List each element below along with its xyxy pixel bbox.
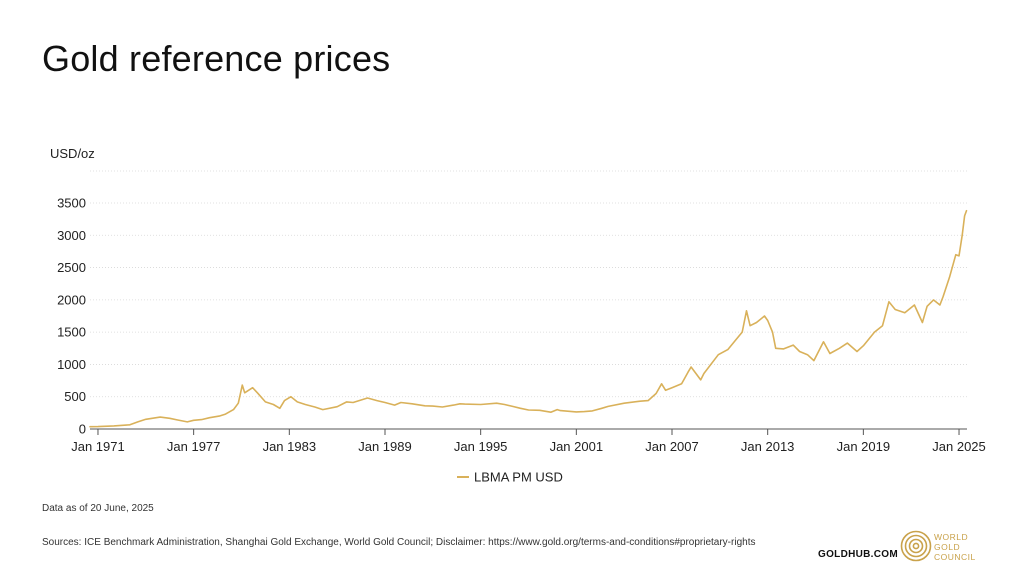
world-gold-council-logo: WORLD GOLD COUNCIL (900, 530, 990, 566)
x-tick-label: Jan 1989 (358, 439, 412, 454)
y-tick-label: 500 (64, 389, 86, 404)
y-tick-label: 3500 (57, 196, 86, 211)
series-layer (89, 209, 968, 428)
x-tick-label: Jan 1983 (263, 439, 317, 454)
data-as-of-note: Data as of 20 June, 2025 (42, 503, 154, 514)
x-tick-label: Jan 2001 (550, 439, 604, 454)
sources-note: Sources: ICE Benchmark Administration, S… (42, 537, 756, 548)
y-axis-unit-label: USD/oz (50, 146, 95, 161)
x-tick-label: Jan 1995 (454, 439, 508, 454)
x-tick-label: Jan 1971 (71, 439, 125, 454)
y-tick-label: 1500 (57, 325, 86, 340)
x-tick-label: Jan 2007 (645, 439, 699, 454)
legend-label: LBMA PM USD (474, 470, 563, 485)
y-axis: 0 500 1000 1500 2000 2500 3000 3500 (57, 196, 86, 437)
legend[interactable]: LBMA PM USD (457, 470, 563, 485)
x-tick-label: Jan 1977 (167, 439, 221, 454)
chart-title: Gold reference prices (42, 38, 391, 79)
series-line-lbma-pm-usd (89, 209, 968, 428)
y-tick-label: 0 (79, 422, 86, 437)
logo-line-gold: GOLD (934, 542, 961, 552)
x-axis: Jan 1971 Jan 1977 Jan 1983 Jan 1989 Jan 1995… (71, 428, 986, 454)
y-tick-label: 2000 (57, 292, 86, 307)
gridlines (90, 170, 967, 398)
goldhub-link[interactable]: GOLDHUB.COM (818, 549, 898, 560)
logo-line-council: COUNCIL (934, 552, 976, 562)
y-tick-label: 2500 (57, 260, 86, 275)
y-tick-label: 1000 (57, 357, 86, 372)
y-tick-label: 3000 (57, 228, 86, 243)
x-tick-label: Jan 2025 (932, 439, 986, 454)
x-tick-label: Jan 2013 (741, 439, 795, 454)
world-gold-council-rings-icon (900, 530, 932, 562)
x-tick-label: Jan 2019 (837, 439, 891, 454)
logo-wordmark: WORLD GOLD COUNCIL (934, 532, 976, 562)
logo-line-world: WORLD (934, 532, 969, 542)
